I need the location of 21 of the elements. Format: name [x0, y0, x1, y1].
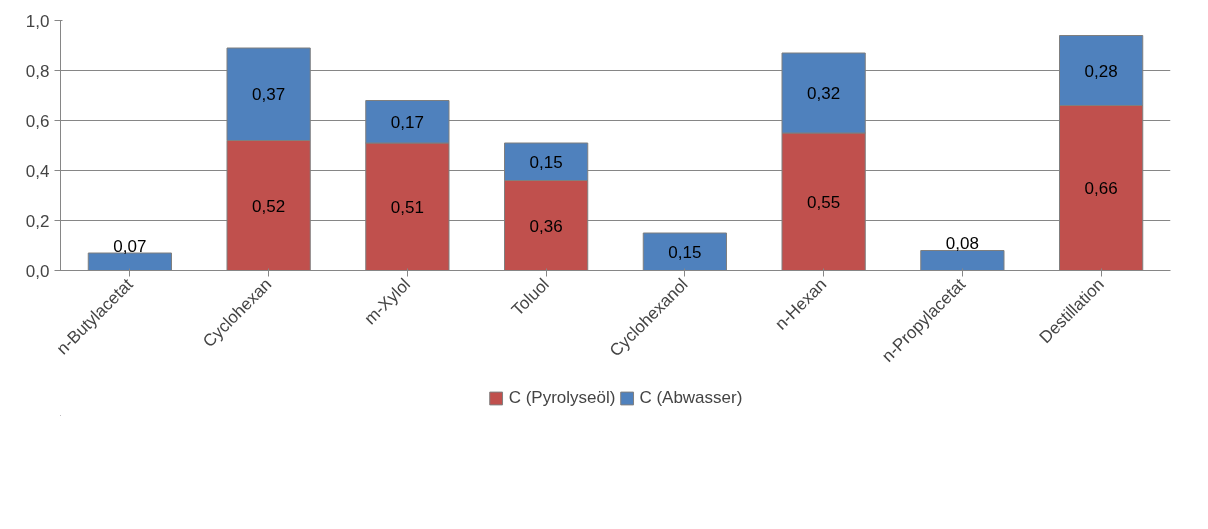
data-label: 0,36 — [529, 216, 563, 236]
y-tick-label: 0,8 — [25, 61, 50, 81]
data-label: 0,15 — [668, 242, 702, 262]
legend-label: C (Pyrolyseöl) — [508, 387, 616, 408]
data-label: 0,37 — [252, 85, 286, 105]
data-label: 0,08 — [945, 234, 979, 253]
data-label: 0,51 — [390, 197, 424, 217]
data-label: 0,52 — [252, 196, 286, 216]
y-tick-label: 0,4 — [25, 161, 50, 181]
data-label: 0,55 — [807, 192, 841, 212]
y-tick-label: 0,6 — [25, 111, 50, 131]
data-label: 0,32 — [807, 84, 841, 103]
data-label: 0,28 — [1084, 61, 1118, 81]
y-tick-label: 1,0 — [25, 11, 50, 31]
y-tick-label: 0,2 — [25, 211, 50, 231]
data-label: 0,66 — [1084, 179, 1118, 198]
legend-label: C (Abwasser) — [639, 387, 743, 408]
data-label: 0,15 — [529, 152, 563, 172]
data-label: 0,17 — [390, 112, 424, 132]
data-label: 0,07 — [113, 236, 147, 256]
y-tick-label: 0,0 — [25, 261, 50, 281]
